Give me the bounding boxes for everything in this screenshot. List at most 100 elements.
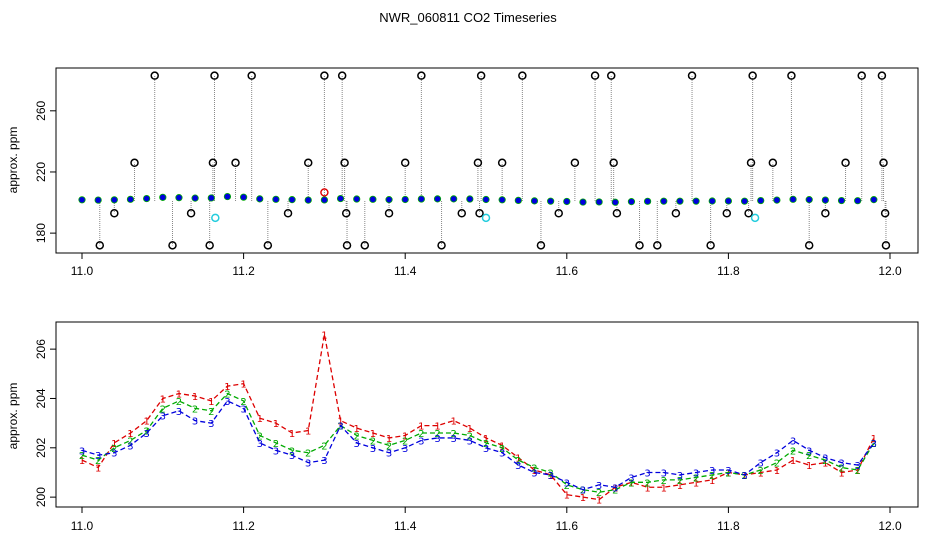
- baseline-point: [660, 197, 668, 205]
- series-2-point: 2: [531, 464, 537, 475]
- series-2-point: 2: [758, 466, 764, 477]
- series-2-point: 2: [354, 431, 360, 442]
- series-3-point: 3: [564, 478, 570, 489]
- outlier-point: [417, 71, 426, 80]
- series-1-point: 1: [709, 476, 715, 487]
- series-3-point: 3: [95, 451, 101, 462]
- cyan-outlier-point: [750, 213, 760, 223]
- series-3-point: 3: [547, 471, 553, 482]
- series-2-point: 2: [822, 456, 828, 467]
- outlier-point: [95, 241, 105, 250]
- top-axes: 11.0 11.2 11.4 11.6 11.8 12.0 180 220 260: [34, 100, 902, 278]
- baseline-point: [207, 194, 215, 202]
- baseline-point: [724, 197, 733, 205]
- series-1-point: 1: [289, 429, 295, 440]
- series-3-point: 3: [758, 459, 764, 470]
- series-1-point: 1: [693, 478, 699, 489]
- series-2-point: 2: [321, 441, 327, 452]
- outlier-point: [857, 71, 866, 80]
- series-1-point: 1: [790, 456, 796, 467]
- series-3-point: 3: [709, 466, 715, 477]
- series-1-point: 1: [499, 441, 505, 452]
- peak-point: [320, 188, 329, 197]
- outlier-point: [841, 158, 850, 168]
- series-3-point: 3: [127, 441, 133, 452]
- outlier-point: [283, 208, 293, 218]
- series-2-point: 2: [257, 431, 263, 442]
- series-1-point: 1: [354, 424, 360, 435]
- baseline-point: [692, 197, 700, 205]
- baseline-point: [466, 195, 474, 203]
- y-tick-label: 220: [34, 162, 48, 182]
- series-1-point: 1: [467, 424, 473, 435]
- outlier-point: [457, 208, 467, 218]
- series-2-point: 2: [564, 481, 570, 492]
- series-3-point: 3: [822, 454, 828, 465]
- y-tick-label: 204: [34, 388, 48, 408]
- outlier-point: [609, 158, 618, 168]
- outlier-point: [635, 241, 644, 250]
- baseline-point: [854, 197, 862, 205]
- baseline-point: [191, 194, 199, 202]
- baseline-point: [773, 196, 781, 204]
- series-3-point: 3: [499, 449, 505, 460]
- series-1-point: 1: [257, 414, 263, 425]
- outlier-point: [687, 71, 697, 80]
- series-1-point: 1: [854, 466, 860, 477]
- x-tick-label: 11.6: [556, 264, 579, 278]
- baseline-point: [272, 195, 280, 203]
- baseline-point: [175, 194, 183, 202]
- outlier-point: [518, 71, 527, 80]
- series-3-point: 3: [289, 451, 295, 462]
- baseline-point: [240, 193, 248, 201]
- outlier-point: [554, 208, 563, 218]
- y-tick-label: 206: [34, 339, 48, 359]
- outlier-point: [130, 158, 139, 168]
- series-3-point: 3: [725, 466, 731, 477]
- x-tick-label: 11.4: [394, 264, 417, 278]
- series-3-point: 3: [612, 483, 618, 494]
- outlier-point: [879, 158, 888, 168]
- outlier-point: [384, 208, 394, 218]
- series-1-point: 1: [450, 417, 456, 428]
- x-tick-label: 11.2: [232, 264, 255, 278]
- series-1-point: 1: [370, 429, 376, 440]
- series-2-point: 2: [434, 429, 440, 440]
- series-3-point: 3: [774, 449, 780, 460]
- y-tick-label: 200: [34, 487, 48, 507]
- series-3-point: 3: [386, 449, 392, 460]
- outlier-point: [337, 71, 347, 80]
- baseline-point: [611, 198, 619, 206]
- series-3-point: 3: [483, 444, 489, 455]
- series-3-point: 3: [192, 417, 198, 428]
- series-3-point: 3: [515, 461, 521, 472]
- series-1-point: 1: [208, 397, 214, 408]
- outlier-point: [768, 158, 778, 168]
- series-2-point: 2: [240, 397, 246, 408]
- series-1-point: 1: [160, 394, 166, 405]
- baseline-point: [837, 196, 846, 205]
- series-2-point: 2: [483, 439, 489, 450]
- series-2-point: 2: [224, 390, 230, 401]
- baseline-point: [78, 196, 86, 204]
- outlier-point: [821, 208, 830, 218]
- outlier-point: [210, 71, 219, 80]
- series-3-point: 3: [143, 429, 149, 440]
- outlier-point: [653, 241, 662, 250]
- outlier-point: [473, 158, 483, 168]
- series-1-line: [81, 334, 875, 501]
- series-2-point: 2: [305, 449, 311, 460]
- outlier-point: [476, 71, 486, 80]
- outlier-point: [231, 158, 240, 168]
- series-2-point: 2: [612, 486, 618, 497]
- series-1-point: 1: [758, 468, 764, 479]
- series-1-point: 1: [240, 380, 246, 391]
- series-3-point: 3: [79, 446, 85, 457]
- series-1-point: 1: [321, 330, 327, 341]
- outlier-point: [168, 241, 177, 250]
- series-1-point: 1: [628, 478, 634, 489]
- series-2-point: 2: [628, 478, 634, 489]
- series-1-point: 1: [531, 466, 537, 477]
- series-2-point: 2: [515, 456, 521, 467]
- baseline-point: [336, 194, 345, 203]
